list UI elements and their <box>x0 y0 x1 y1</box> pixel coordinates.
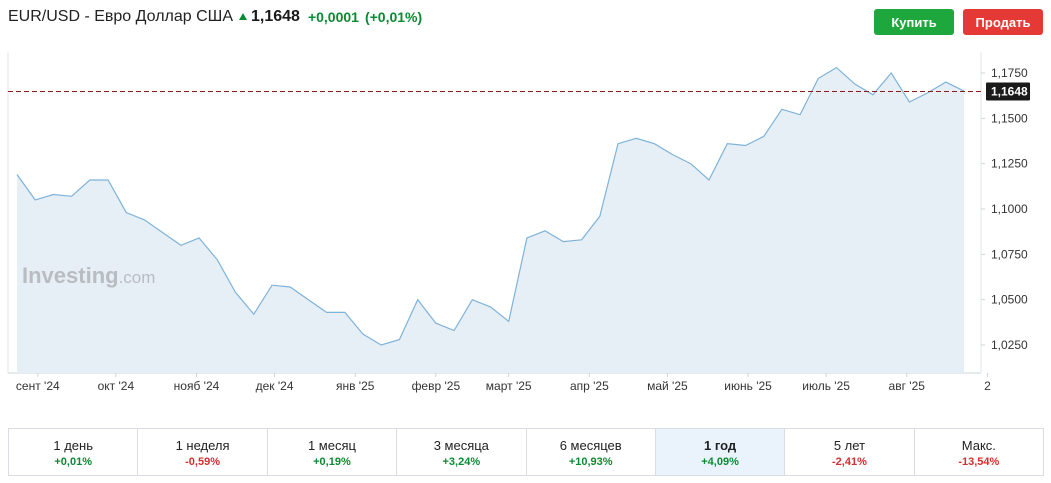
y-tick-label: 1,0250 <box>991 338 1028 352</box>
period-tab[interactable]: 1 месяц +0,19% <box>267 429 398 475</box>
period-tab[interactable]: 1 неделя -0,59% <box>138 429 268 475</box>
period-label: 1 месяц <box>307 438 356 453</box>
x-tick-label: окт '24 <box>98 379 135 393</box>
period-selector: 1 день +0,01% 1 неделя -0,59% 1 месяц +0,19% 3… <box>8 428 1044 476</box>
x-tick-label: янв '25 <box>336 379 375 393</box>
y-tick-label: 1,1500 <box>991 111 1028 125</box>
y-tick-label: 1,0750 <box>991 247 1028 261</box>
period-change: -13,54% <box>958 456 1000 468</box>
price-chart[interactable]: Investing.com 1,0250 1,0500 1,0750 1,1000 1,1… <box>0 40 1051 400</box>
period-label: 6 месяцев <box>559 438 622 453</box>
period-label: 5 лет <box>833 438 866 453</box>
y-tick-label: 1,1750 <box>991 66 1028 80</box>
period-tab[interactable]: 1 год +4,09% <box>655 429 786 475</box>
x-tick-label: май '25 <box>647 379 688 393</box>
x-tick-label: июль '25 <box>802 379 850 393</box>
period-label: 1 день <box>53 438 93 453</box>
x-tick-label: дек '24 <box>256 379 294 393</box>
instrument-title: EUR/USD - Евро Доллар США 1,1648 +0,0001… <box>8 8 428 26</box>
period-change: +4,09% <box>701 456 739 468</box>
buy-button[interactable]: Купить <box>874 9 954 35</box>
x-tick-label: апр '25 <box>570 379 609 393</box>
period-tab[interactable]: 1 день +0,01% <box>9 429 139 475</box>
y-tick-label: 1,1250 <box>991 157 1028 171</box>
current-price: 1,1648 <box>251 8 300 25</box>
series-line <box>16 66 965 346</box>
price-change: +0,0001 <box>307 9 359 25</box>
x-tick-label: авг '25 <box>889 379 926 393</box>
period-change: +0,01% <box>54 456 92 468</box>
period-tab[interactable]: 6 месяцев +10,93% <box>526 429 656 475</box>
x-tick-label: нояб '24 <box>174 379 220 393</box>
series-area <box>17 67 964 373</box>
period-label: Макс. <box>961 438 996 453</box>
x-tick-label: февр '25 <box>412 379 461 393</box>
x-tick-label: июнь '25 <box>724 379 772 393</box>
period-change: -2,41% <box>832 456 867 468</box>
period-label: 1 неделя <box>175 438 230 453</box>
period-change: -0,59% <box>185 456 220 468</box>
sell-button[interactable]: Продать <box>963 9 1043 35</box>
current-price-label: 1,1648 <box>991 84 1028 98</box>
period-tab[interactable]: Макс. -13,54% <box>914 429 1043 475</box>
period-change: +10,93% <box>568 456 613 468</box>
x-tick-label: март '25 <box>486 379 532 393</box>
arrow-up-icon <box>239 12 248 20</box>
period-label: 1 год <box>704 438 737 453</box>
current-price-badge <box>986 82 1030 101</box>
period-tab[interactable]: 3 месяца +3,24% <box>397 429 527 475</box>
watermark-logo: Investing.com <box>22 263 155 288</box>
y-tick-label: 1,0500 <box>991 293 1028 307</box>
price-change-percent: (+0,01%) <box>364 9 423 25</box>
chart-header: EUR/USD - Евро Доллар США 1,1648 +0,0001… <box>0 0 1051 40</box>
period-change: +3,24% <box>442 456 481 468</box>
period-tab[interactable]: 5 лет -2,41% <box>785 429 915 475</box>
x-tick-label: сент '24 <box>16 379 60 393</box>
y-tick-label: 1,1000 <box>991 202 1028 216</box>
period-change: +0,19% <box>313 456 351 468</box>
period-label: 3 месяца <box>433 438 489 453</box>
x-tick-label: 2 <box>984 379 991 393</box>
instrument-name: EUR/USD - Евро Доллар США <box>8 8 234 25</box>
